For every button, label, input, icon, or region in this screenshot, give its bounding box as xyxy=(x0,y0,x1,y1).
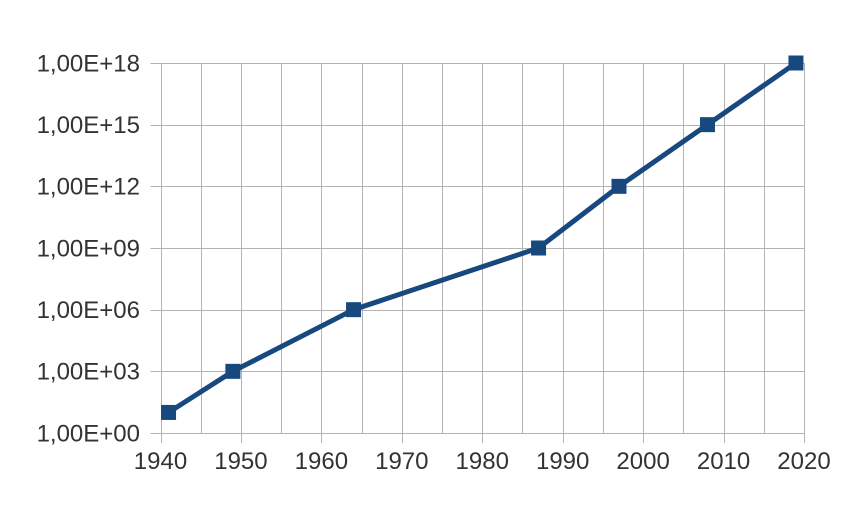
data-point-marker xyxy=(788,55,804,71)
y-axis-tick-label: 1,00E+00 xyxy=(37,420,140,447)
data-series xyxy=(161,55,804,420)
x-axis-tick-label: 1990 xyxy=(536,448,589,475)
y-axis-tick-label: 1,00E+03 xyxy=(37,359,140,386)
axis-ticks xyxy=(161,433,805,443)
x-axis-tick-label: 2010 xyxy=(697,448,750,475)
x-axis-tick-label: 1950 xyxy=(214,448,267,475)
data-point-marker xyxy=(699,117,715,133)
y-axis-tick-label: 1,00E+06 xyxy=(37,297,140,324)
data-point-marker xyxy=(225,363,241,379)
x-axis-tick-label: 2020 xyxy=(777,448,830,475)
grid xyxy=(150,63,805,434)
x-axis-tick-label: 1960 xyxy=(295,448,348,475)
y-axis-tick-label: 1,00E+18 xyxy=(37,50,140,77)
x-axis-tick-label: 1980 xyxy=(456,448,509,475)
x-axis-tick-label: 1940 xyxy=(134,448,187,475)
axis-labels: 1,00E+00 1,00E+03 1,00E+06 1,00E+09 1,00E+12… xyxy=(37,50,831,475)
data-point-marker xyxy=(531,240,547,256)
y-axis-tick-label: 1,00E+12 xyxy=(37,174,140,201)
y-axis-tick-label: 1,00E+15 xyxy=(37,112,140,139)
x-axis-tick-label: 1970 xyxy=(375,448,428,475)
y-axis-tick-label: 1,00E+09 xyxy=(37,235,140,262)
data-point-marker xyxy=(611,178,627,194)
data-point-marker xyxy=(346,302,362,318)
x-axis-tick-label: 2000 xyxy=(616,448,669,475)
data-point-marker xyxy=(161,404,177,420)
